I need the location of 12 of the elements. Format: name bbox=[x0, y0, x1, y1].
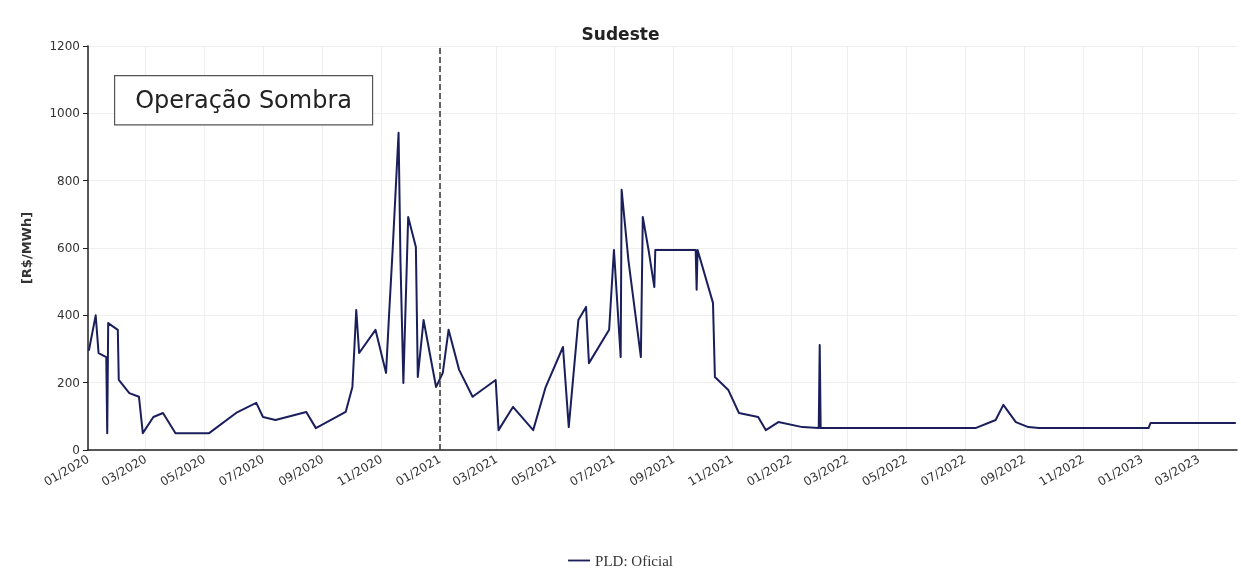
line-series bbox=[87, 131, 1237, 435]
y-tick-label: 400 bbox=[57, 308, 80, 323]
y-tick-label: 1200 bbox=[49, 39, 80, 53]
y-tick-label: 600 bbox=[57, 241, 80, 255]
y-axis-title: [R$/MWh] bbox=[19, 211, 34, 285]
y-tick-label: 200 bbox=[57, 375, 80, 390]
annotation: Operação Sombra bbox=[135, 86, 352, 115]
chart-title: Sudeste bbox=[581, 23, 660, 44]
legend-label: PLD: Oficial bbox=[595, 552, 673, 569]
y-tick-label: 1000 bbox=[49, 106, 80, 121]
y-tick-label: 800 bbox=[57, 173, 80, 188]
y-tick-label: 0 bbox=[72, 443, 80, 457]
